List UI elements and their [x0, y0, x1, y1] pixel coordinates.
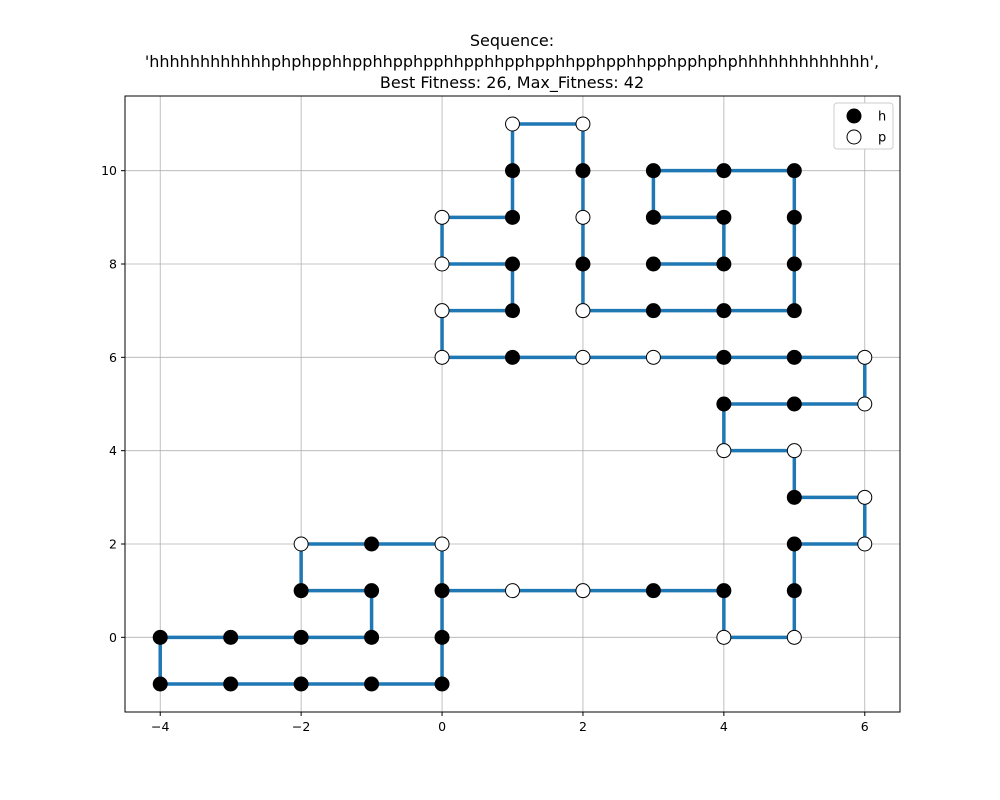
p-residue-point	[434, 303, 450, 319]
h-residue-point	[786, 396, 802, 412]
h-residue-point	[786, 303, 802, 319]
x-tick-label: 6	[861, 719, 869, 734]
h-residue-point	[645, 256, 661, 272]
p-residue-point	[575, 583, 591, 599]
y-tick-label: 0	[109, 630, 117, 645]
p-residue-point	[434, 536, 450, 552]
x-tick-label: 2	[579, 719, 587, 734]
title-line-1: Sequence:	[470, 31, 554, 50]
chart-title: Sequence: 'hhhhhhhhhhhhphphpphhpphhpphpp…	[145, 31, 879, 93]
legend-h-label: h	[878, 110, 886, 125]
chain-path	[158, 122, 867, 686]
h-residue-point	[645, 303, 661, 319]
x-tick-label: 0	[438, 719, 446, 734]
h-residue-point	[645, 163, 661, 179]
p-residue-point	[786, 629, 802, 645]
legend-h-marker	[846, 108, 862, 124]
p-residue-point	[857, 489, 873, 505]
chain-line	[158, 122, 867, 686]
p-residue-point	[857, 396, 873, 412]
h-residue-point	[434, 629, 450, 645]
x-tick-label: −4	[151, 719, 169, 734]
h-residue-point	[716, 209, 732, 225]
chain-line-segment	[160, 542, 444, 640]
y-tick-label: 4	[109, 443, 117, 458]
h-residue-point	[293, 676, 309, 692]
x-tick-label: 4	[720, 719, 728, 734]
h-residue-point	[716, 349, 732, 365]
h-residue-point	[505, 163, 520, 179]
h-residue-point	[152, 676, 168, 692]
p-residue-point	[786, 443, 802, 459]
h-residue-point	[364, 583, 380, 599]
x-tick-label: −2	[292, 719, 310, 734]
y-tick-label: 8	[109, 257, 117, 272]
p-residue-point	[505, 583, 520, 599]
p-residue-point	[434, 209, 450, 225]
h-residue-point	[645, 209, 661, 225]
h-residue-point	[716, 583, 732, 599]
legend-p-marker	[846, 129, 862, 145]
h-residue-point	[505, 209, 520, 225]
p-residue-point	[716, 443, 732, 459]
h-residue-point	[364, 629, 380, 645]
h-residue-point	[716, 163, 732, 179]
h-residue-point	[434, 676, 450, 692]
title-line-2: 'hhhhhhhhhhhhphphpphhpphhpphpphhpphhpphp…	[145, 52, 879, 71]
title-line-3: Best Fitness: 26, Max_Fitness: 42	[380, 73, 644, 93]
h-residue-point	[786, 209, 802, 225]
h-residue-point	[152, 629, 168, 645]
p-residue-point	[857, 349, 873, 365]
h-residue-point	[293, 583, 309, 599]
p-residue-point	[857, 536, 873, 552]
p-residue-point	[575, 303, 591, 319]
y-tick-label: 2	[109, 537, 117, 552]
plot-frame	[124, 95, 901, 713]
h-residue-point	[293, 629, 309, 645]
h-residue-point	[505, 256, 520, 272]
h-residue-point	[786, 583, 802, 599]
p-residue-point	[716, 629, 732, 645]
h-residue-point	[786, 349, 802, 365]
h-residue-point	[716, 396, 732, 412]
p-residue-point	[434, 256, 450, 272]
h-residue-point	[786, 256, 802, 272]
legend: h p	[833, 102, 894, 150]
h-residue-point	[223, 629, 239, 645]
p-residue-point	[645, 349, 661, 365]
h-residue-point	[575, 163, 591, 179]
h-residue-point	[645, 583, 661, 599]
y-tick-label: 6	[109, 350, 117, 365]
p-residue-point	[505, 116, 520, 132]
h-residue-point	[786, 489, 802, 505]
h-residue-point	[434, 583, 450, 599]
h-residue-point	[786, 163, 802, 179]
h-residue-point	[364, 536, 380, 552]
y-tick-label: 10	[101, 163, 117, 178]
h-residue-point	[505, 349, 520, 365]
legend-p-label: p	[878, 131, 886, 146]
residue-markers	[152, 116, 873, 692]
axis-ticks: −4 −2 0 2 4 6 0 2 4 6 8 10	[101, 163, 869, 734]
h-residue-point	[575, 256, 591, 272]
h-residue-point	[223, 676, 239, 692]
p-residue-point	[575, 209, 591, 225]
h-residue-point	[505, 303, 520, 319]
p-residue-point	[575, 349, 591, 365]
h-residue-point	[716, 303, 732, 319]
h-residue-point	[364, 676, 380, 692]
p-residue-point	[434, 349, 450, 365]
h-residue-point	[786, 536, 802, 552]
p-residue-point	[293, 536, 309, 552]
h-residue-point	[716, 256, 732, 272]
p-residue-point	[575, 116, 591, 132]
